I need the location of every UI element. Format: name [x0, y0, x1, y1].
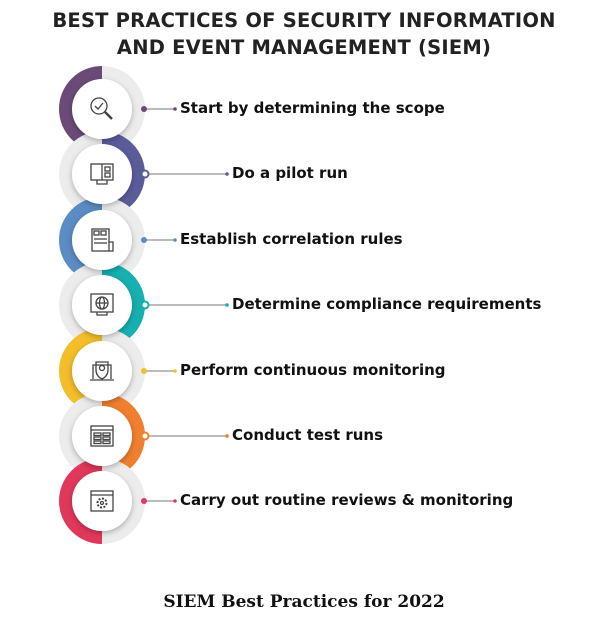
- step-icon-circle: [72, 406, 132, 466]
- step-label: Conduct test runs: [232, 426, 384, 444]
- step-label: Perform continuous monitoring: [180, 361, 446, 379]
- monitor-dashboard-icon: [90, 163, 114, 185]
- step-label: Carry out routine reviews & monitoring: [180, 491, 514, 509]
- step-label: Establish correlation rules: [180, 230, 403, 248]
- connector-dot: [140, 169, 150, 179]
- connector-dot: [140, 431, 150, 441]
- step-label: Determine compliance requirements: [232, 295, 542, 313]
- globe-monitor-icon: [90, 293, 114, 316]
- connector-end-dot: [173, 107, 177, 111]
- connector-end-dot: [173, 499, 177, 503]
- connector-end-dot: [173, 238, 177, 242]
- connector-dot: [141, 368, 147, 374]
- table-window-icon: [90, 425, 114, 447]
- step-label: Start by determining the scope: [180, 99, 445, 117]
- connector-end-dot: [173, 369, 177, 373]
- title-line-1: BEST PRACTICES OF SECURITY INFORMATION: [52, 9, 556, 32]
- connector-end-dot: [225, 172, 229, 176]
- shield-laptop-icon: [90, 361, 114, 381]
- step-label: Do a pilot run: [232, 164, 348, 182]
- connector-dot: [141, 106, 147, 112]
- connector-end-dot: [225, 434, 229, 438]
- magnifier-check-icon: [90, 97, 113, 120]
- connector-dot: [140, 300, 150, 310]
- ring-color-segment: [59, 458, 103, 544]
- caption: SIEM Best Practices for 2022: [163, 592, 445, 612]
- step-icon-circle: [72, 275, 132, 335]
- connector-dot: [141, 498, 147, 504]
- document-list-icon: [91, 228, 114, 252]
- step-icon-circle: [72, 210, 132, 270]
- connector-end-dot: [225, 303, 229, 307]
- title-line-2: AND EVENT MANAGEMENT (SIEM): [116, 36, 492, 59]
- gear-window-icon: [90, 490, 114, 512]
- connector-dot: [141, 237, 147, 243]
- step-icon-circle: [72, 79, 132, 139]
